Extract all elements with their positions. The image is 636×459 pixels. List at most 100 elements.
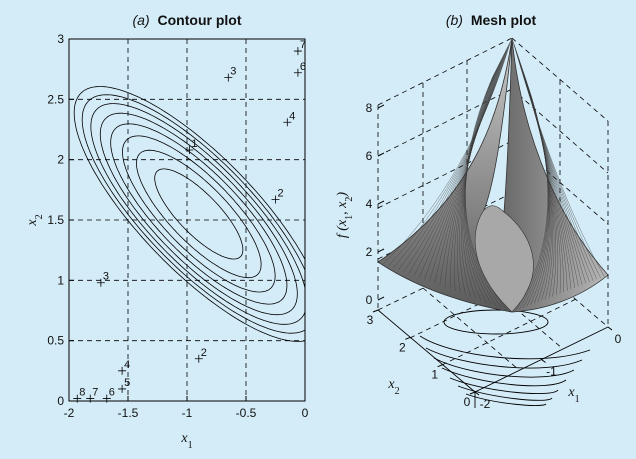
mesh-line	[393, 42, 510, 268]
y-tick-label: 2.5	[47, 92, 64, 106]
x2-tick-mark	[372, 309, 379, 313]
contour-label-marker	[283, 118, 292, 127]
contour-gridlines	[69, 39, 305, 401]
contour-label-marker	[293, 68, 302, 77]
contour-plot-title: (a) Contour plot	[133, 12, 242, 28]
y-tick-label: 1.5	[47, 213, 64, 227]
mesh-line	[434, 54, 504, 284]
z-tick-label: 8	[366, 101, 373, 115]
contour-label-marker	[102, 394, 111, 403]
z-tick-mark	[377, 200, 385, 205]
contour-label-marker	[73, 394, 82, 403]
contour-axis-ticks: -2 -1.5 -1 -0.5 0 0 0.5 1 1.5 2 2.5 3	[47, 32, 308, 420]
mesh-line	[515, 81, 549, 311]
mesh-line	[424, 51, 506, 280]
y-axis-label: x2	[25, 214, 45, 226]
mesh-line	[454, 61, 501, 291]
mesh-line	[413, 48, 507, 276]
mesh-line	[388, 41, 511, 266]
mesh-gridlines	[383, 39, 605, 311]
mesh-line	[403, 45, 509, 272]
x-tick-label: -2	[64, 406, 75, 420]
z-tick-mark	[377, 104, 385, 109]
x2-tick-mark	[405, 336, 411, 340]
z-tick-label: 4	[366, 197, 373, 211]
contour-label-marker	[271, 195, 280, 204]
mesh-line	[461, 65, 499, 297]
mesh-line	[439, 56, 503, 286]
y-tick-label: 3	[57, 32, 64, 46]
contour-level-4	[110, 123, 288, 305]
contour-level-5	[99, 112, 298, 316]
contour-label-marker	[293, 47, 302, 56]
mesh-line	[398, 44, 510, 270]
contour-level-8	[73, 86, 305, 342]
mesh-line	[429, 53, 505, 282]
mesh-line	[449, 59, 502, 289]
contour-level-7	[81, 94, 305, 334]
mesh-line	[459, 64, 500, 295]
contour-label-2: 2	[201, 347, 207, 359]
x1-tick-mark	[607, 326, 613, 331]
mesh-line	[464, 71, 496, 305]
contour-label-4: 4	[124, 359, 130, 371]
x2-tick-mark	[437, 364, 443, 368]
z-tick-label: 0	[366, 293, 373, 307]
x2-tick-mark	[469, 391, 476, 395]
x-axis-label: x1	[180, 431, 192, 451]
x-tick-label: -1.5	[118, 406, 139, 420]
contour-label-6: 6	[109, 387, 115, 399]
y-tick-label: 0.5	[47, 334, 64, 348]
contour-label-marker	[194, 354, 203, 363]
mesh-line	[408, 47, 508, 274]
contour-label-marker	[185, 146, 194, 155]
z-tick-mark	[377, 248, 385, 253]
contour-label-5: 5	[124, 377, 130, 389]
contour-label-3: 3	[230, 66, 236, 78]
mesh-line	[464, 70, 497, 303]
mesh-x1-label: x1	[567, 385, 579, 405]
z-tick-label: 2	[366, 245, 373, 259]
y-tick-label: 2	[57, 153, 64, 167]
mesh-line	[463, 68, 497, 301]
mesh-x1-ticks: -2 -1 0	[474, 326, 622, 411]
mesh-plot-title: (b) Mesh plot	[446, 12, 537, 28]
x1-tick-label: 0	[615, 332, 622, 346]
x2-tick-label: 3	[367, 313, 374, 327]
mesh-line	[464, 73, 497, 307]
z-tick-mark	[377, 152, 385, 157]
contour-lines	[73, 86, 305, 342]
mesh-line	[465, 76, 507, 311]
x2-tick-label: 2	[399, 340, 406, 354]
x1-tick-label: -1	[546, 365, 557, 379]
contour-label-2: 2	[278, 187, 284, 199]
z-axis-label: f (x1, x2)	[335, 192, 355, 238]
contour-label-1: 1	[191, 138, 197, 150]
z-tick-mark	[377, 296, 385, 301]
y-tick-label: 0	[57, 394, 64, 408]
mesh-line	[457, 62, 500, 293]
x1-tick-mark	[541, 359, 546, 363]
contour-level-1	[154, 168, 244, 260]
contour-label-marker	[224, 73, 233, 82]
mesh-line	[462, 67, 498, 299]
z-tick-label: 6	[366, 149, 373, 163]
x2-tick-label: 0	[464, 395, 471, 409]
mesh-z-ticks: 0 2 4 6 8	[366, 101, 385, 307]
contour-label-6: 6	[300, 61, 306, 73]
mesh-surface	[377, 37, 609, 313]
mesh-line	[419, 50, 507, 278]
contour-level-6	[90, 103, 305, 325]
x-tick-label: -1	[182, 406, 193, 420]
x-tick-label: 0	[302, 406, 309, 420]
mesh-line	[444, 57, 503, 288]
mesh-x2-ticks: 0 1 2 3	[367, 309, 476, 409]
contour-level-2	[136, 149, 262, 279]
mesh-floor-contours	[419, 309, 591, 406]
x2-tick-label: 1	[431, 368, 438, 382]
mesh-x2-label: x2	[387, 377, 399, 397]
y-tick-label: 1	[57, 273, 64, 287]
contour-level-3	[122, 135, 276, 293]
